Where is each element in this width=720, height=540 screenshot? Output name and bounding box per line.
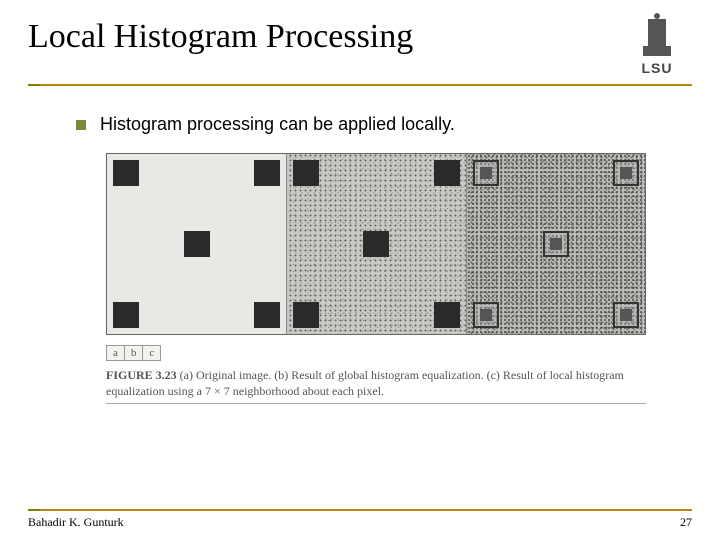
outlined-square-icon — [613, 160, 639, 186]
footer-underline — [28, 509, 692, 511]
figure-images — [106, 153, 646, 335]
slide: Local Histogram Processing LSU Histogram… — [0, 0, 720, 540]
figure-caption: FIGURE 3.23 (a) Original image. (b) Resu… — [106, 367, 646, 404]
figure-block: a b c FIGURE 3.23 (a) Original image. (b… — [106, 153, 646, 404]
caption-body: (a) Original image. (b) Result of global… — [106, 368, 624, 398]
tower-base-icon — [643, 46, 671, 56]
figure-panel-b — [286, 154, 465, 334]
square-icon — [293, 160, 319, 186]
label-a: a — [106, 345, 125, 361]
lsu-logo: LSU — [628, 18, 686, 76]
figure-panel-a — [107, 154, 286, 334]
square-icon — [363, 231, 389, 257]
square-icon — [184, 231, 210, 257]
footer-page-number: 27 — [680, 515, 692, 530]
tower-icon — [648, 19, 666, 47]
footer-row: Bahadir K. Gunturk 27 — [28, 515, 692, 530]
bullet-text: Histogram processing can be applied loca… — [100, 114, 455, 135]
figure-labels: a b c — [106, 345, 646, 361]
caption-lead: FIGURE 3.23 — [106, 368, 177, 382]
square-icon — [113, 160, 139, 186]
content-area: Histogram processing can be applied loca… — [28, 114, 692, 404]
square-icon — [254, 302, 280, 328]
outlined-square-icon — [613, 302, 639, 328]
outlined-square-icon — [473, 160, 499, 186]
bullet-line: Histogram processing can be applied loca… — [76, 114, 692, 135]
square-icon — [434, 160, 460, 186]
footer: Bahadir K. Gunturk 27 — [28, 509, 692, 530]
footer-author: Bahadir K. Gunturk — [28, 515, 124, 530]
figure-panel-c — [466, 154, 645, 334]
square-icon — [113, 302, 139, 328]
label-c: c — [143, 345, 161, 361]
title-area: Local Histogram Processing LSU — [28, 18, 692, 76]
label-b: b — [125, 345, 144, 361]
square-icon — [254, 160, 280, 186]
bullet-square-icon — [76, 120, 86, 130]
logo-text: LSU — [628, 60, 686, 76]
square-icon — [293, 302, 319, 328]
page-title: Local Histogram Processing — [28, 18, 413, 56]
outlined-square-icon — [543, 231, 569, 257]
outlined-square-icon — [473, 302, 499, 328]
title-underline — [28, 84, 692, 86]
square-icon — [434, 302, 460, 328]
